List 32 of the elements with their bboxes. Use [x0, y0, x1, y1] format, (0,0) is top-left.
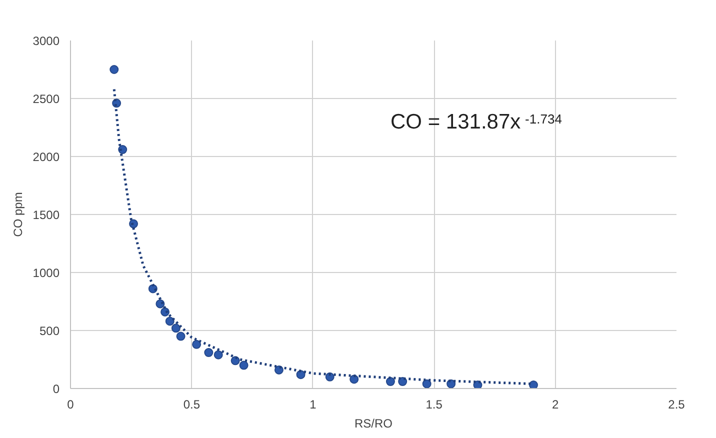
point — [239, 360, 248, 370]
x-tick-label: 1.5 — [426, 398, 443, 412]
y-tick-label: 2000 — [32, 150, 60, 164]
point — [110, 65, 119, 74]
point — [176, 332, 186, 341]
x-tick-label: 0.5 — [183, 398, 200, 412]
y-axis-title: CO ppm — [10, 192, 25, 237]
point — [171, 324, 180, 333]
y-tick-label: 1500 — [32, 208, 60, 222]
annotation: CO = 131.87x-1.734 — [390, 110, 562, 134]
y-tick-label: 1000 — [32, 266, 60, 280]
x-axis-title: RS/RO — [354, 416, 393, 430]
x-tick-label: 2 — [552, 398, 559, 412]
x-tick-label: 1 — [310, 398, 317, 412]
y-tick-label: 0 — [52, 382, 60, 396]
x-tick-label: 2.5 — [668, 398, 686, 412]
x-tick-label: 0 — [67, 398, 74, 412]
point — [214, 350, 223, 360]
y-tick-label: 3000 — [32, 34, 60, 48]
point — [165, 316, 174, 326]
point — [296, 370, 306, 380]
point — [204, 348, 214, 358]
y-tick-label: 500 — [39, 324, 60, 338]
point — [274, 365, 284, 374]
point — [350, 374, 359, 384]
point — [156, 299, 165, 308]
y-tick-label: 2500 — [32, 92, 60, 106]
point — [192, 340, 202, 349]
point — [386, 377, 395, 386]
point — [528, 380, 538, 388]
point — [230, 356, 240, 366]
point — [422, 379, 432, 388]
